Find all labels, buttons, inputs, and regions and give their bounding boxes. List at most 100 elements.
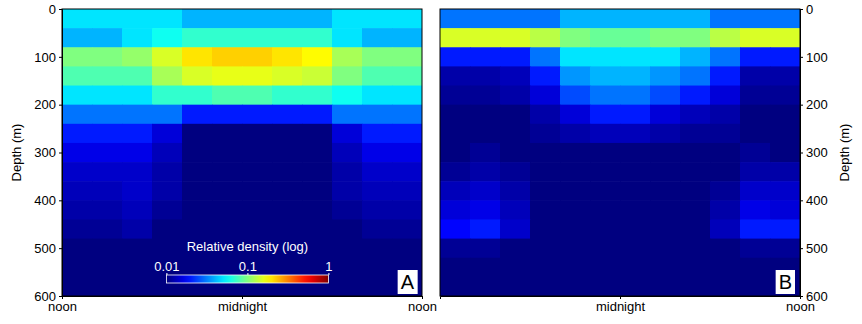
tick-label: 200 (806, 97, 828, 112)
cell (242, 124, 273, 144)
tick-mark (800, 9, 803, 10)
cell (560, 181, 591, 201)
cell (392, 47, 422, 67)
cell (212, 86, 243, 106)
tick-label: noon (408, 299, 437, 314)
cell (620, 28, 651, 48)
cell (470, 181, 501, 201)
cell (590, 162, 621, 182)
cell (440, 277, 471, 296)
figure: noonmidnightnoon0100200300400500600Depth… (0, 0, 862, 324)
cell (770, 219, 800, 239)
plot-frame (440, 9, 800, 296)
cell (152, 47, 183, 67)
panel: midnightnoon0100200300400500600Depth (m)… (440, 2, 852, 315)
cell (362, 239, 393, 259)
cell (152, 28, 183, 48)
cell (440, 86, 471, 106)
cell (470, 28, 501, 48)
cell (122, 258, 153, 278)
cell (362, 181, 393, 201)
cells (440, 9, 800, 296)
cell (560, 277, 591, 296)
tick-mark (59, 200, 62, 201)
cell (740, 86, 771, 106)
tick-mark (800, 248, 803, 249)
tick-mark (59, 105, 62, 106)
cell (92, 181, 123, 201)
cell (590, 143, 621, 163)
cell (62, 239, 93, 259)
tick-label: 400 (806, 193, 828, 208)
tick-label: 0.1 (239, 259, 257, 274)
cell (680, 47, 711, 67)
cell (182, 219, 213, 239)
cell (590, 219, 621, 239)
cell (392, 28, 422, 48)
cell (212, 219, 243, 239)
cell (710, 9, 741, 29)
cell (242, 105, 273, 125)
cell (740, 181, 771, 201)
cell (740, 143, 771, 163)
y-axis: 0100200300400500600 (800, 2, 828, 304)
cell (650, 124, 681, 144)
cell (590, 47, 621, 67)
cell (242, 181, 273, 201)
cell (500, 162, 531, 182)
cell (620, 258, 651, 278)
cell (710, 239, 741, 259)
cell (242, 9, 273, 29)
cell (560, 66, 591, 86)
cell (530, 86, 561, 106)
cell (710, 181, 741, 201)
y-tick: 0 (800, 2, 813, 17)
cell (62, 124, 93, 144)
cell (332, 181, 363, 201)
canvas: noonmidnightnoon0100200300400500600Depth… (0, 0, 862, 324)
tick-label: 0 (806, 2, 813, 17)
cell (152, 66, 183, 86)
cell (590, 105, 621, 125)
cell (362, 200, 393, 220)
cell (500, 66, 531, 86)
cell (392, 86, 422, 106)
cell (500, 181, 531, 201)
cell (122, 105, 153, 125)
cell (242, 219, 273, 239)
cell (620, 9, 651, 29)
cell (152, 86, 183, 106)
cell (470, 219, 501, 239)
cell (152, 105, 183, 125)
cell (332, 162, 363, 182)
cell (272, 219, 303, 239)
cell (182, 105, 213, 125)
cell (710, 105, 741, 125)
cell (530, 162, 561, 182)
cell (302, 47, 333, 67)
cell (530, 47, 561, 67)
cell (152, 124, 183, 144)
cell (92, 219, 123, 239)
cell (272, 47, 303, 67)
cell (440, 200, 471, 220)
cell (710, 277, 741, 296)
cell (362, 9, 393, 29)
tick-mark (800, 200, 803, 201)
cell (392, 239, 422, 259)
cell (302, 28, 333, 48)
cell (302, 86, 333, 106)
cell (770, 28, 800, 48)
cell (710, 28, 741, 48)
cell (92, 258, 123, 278)
tick-label: 600 (806, 289, 828, 304)
cell (440, 258, 471, 278)
cell (212, 9, 243, 29)
cell (620, 200, 651, 220)
cell (470, 86, 501, 106)
cell (152, 143, 183, 163)
cell (680, 239, 711, 259)
cell (680, 66, 711, 86)
cell (500, 124, 531, 144)
cell (272, 86, 303, 106)
